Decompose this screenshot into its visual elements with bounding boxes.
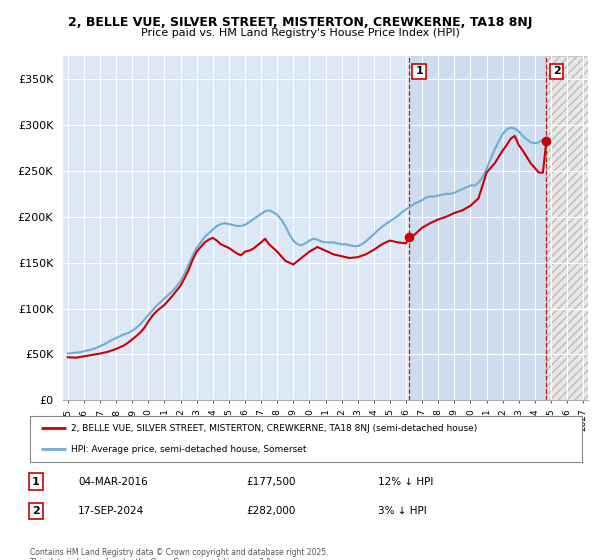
Text: 17-SEP-2024: 17-SEP-2024 [78,506,144,516]
Text: 1: 1 [415,66,423,76]
Text: 2, BELLE VUE, SILVER STREET, MISTERTON, CREWKERNE, TA18 8NJ (semi-detached house: 2, BELLE VUE, SILVER STREET, MISTERTON, … [71,423,478,432]
Text: £177,500: £177,500 [246,477,296,487]
Text: 2: 2 [32,506,40,516]
Text: HPI: Average price, semi-detached house, Somerset: HPI: Average price, semi-detached house,… [71,445,307,454]
Text: 1: 1 [32,477,40,487]
Text: 2: 2 [553,66,560,76]
Text: 3% ↓ HPI: 3% ↓ HPI [378,506,427,516]
Text: Contains HM Land Registry data © Crown copyright and database right 2025.
This d: Contains HM Land Registry data © Crown c… [30,548,329,560]
Text: £282,000: £282,000 [246,506,295,516]
Text: Price paid vs. HM Land Registry's House Price Index (HPI): Price paid vs. HM Land Registry's House … [140,28,460,38]
Text: 04-MAR-2016: 04-MAR-2016 [78,477,148,487]
Bar [409,56,546,400]
Bar [546,56,600,400]
Text: 12% ↓ HPI: 12% ↓ HPI [378,477,433,487]
Text: 2, BELLE VUE, SILVER STREET, MISTERTON, CREWKERNE, TA18 8NJ: 2, BELLE VUE, SILVER STREET, MISTERTON, … [68,16,532,29]
